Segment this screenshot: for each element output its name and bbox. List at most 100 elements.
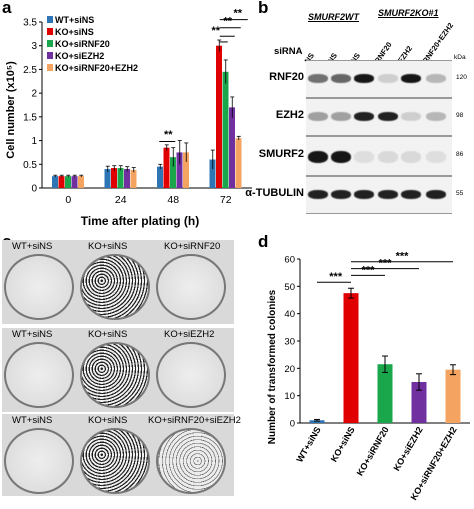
chart-a-bar	[222, 71, 229, 188]
wb-band	[308, 151, 328, 163]
culture-dish	[80, 342, 150, 408]
chart-a-ytick-label: 0.5	[23, 160, 37, 171]
dish-label: KO+siEZH2	[164, 329, 215, 340]
chart-a-bar	[229, 107, 235, 188]
chart-d-ytick-label: 0	[290, 419, 295, 430]
chart-d-xtick-label: KO+siEZH2	[391, 425, 424, 473]
chart-d-bar	[343, 293, 359, 423]
chart-d-ylabel: Number of transformed colonies	[267, 289, 278, 444]
chart-a-legend-label: KO+siRNF20+EZH2	[55, 63, 138, 73]
wb-row	[306, 176, 452, 214]
chart-a-ytick-label: 1.5	[23, 112, 37, 123]
wb-band	[401, 151, 421, 163]
chart-a-legend-label: KO+siNS	[55, 27, 94, 37]
wb-mw-label: 55	[456, 190, 464, 197]
chart-a-legend-swatch	[47, 64, 53, 71]
wb-band	[401, 74, 421, 83]
chart-a-xlabel: Time after plating (h)	[81, 214, 199, 228]
panel-label-b: b	[258, 0, 269, 17]
chart-a-bar	[65, 176, 71, 188]
western-blot-panel: SMURF2WT SMURF2KO#1 siRNA NS NS NS RNF20 EZH…	[245, 0, 474, 232]
chart-a-legend-swatch	[47, 52, 53, 59]
wb-mw-label: 120	[456, 74, 467, 81]
culture-dish	[80, 254, 150, 320]
wb-band	[308, 74, 328, 83]
chart-a-xtick-label: 48	[167, 194, 179, 206]
wb-band	[354, 74, 374, 83]
chart-d-sig: ***	[362, 264, 376, 276]
wb-band	[426, 151, 446, 163]
dish-label: KO+siNS	[88, 241, 128, 252]
chart-a-bar	[104, 169, 111, 188]
chart-a-bar	[71, 176, 78, 188]
chart-a-bar	[157, 166, 163, 188]
wb-band	[401, 112, 421, 121]
chart-d-ytick-label: 50	[284, 282, 295, 293]
chart-a-bar	[111, 168, 117, 188]
wb-row	[306, 60, 452, 98]
wb-row	[306, 98, 452, 136]
chart-d-xtick-label: WT+siNS	[294, 425, 322, 464]
chart-a-ytick-label: 2.5	[23, 65, 37, 76]
culture-dish	[156, 254, 226, 320]
chart-a-legend-swatch	[47, 28, 53, 35]
chart-a-bar	[117, 168, 124, 188]
chart-d-xtick-label: KO+siNS	[329, 425, 357, 464]
wb-band	[308, 112, 328, 121]
chart-a-sig: **	[233, 7, 242, 19]
wb-band	[378, 112, 398, 121]
culture-dish	[4, 254, 74, 320]
chart-a-bar	[235, 138, 242, 188]
chart-a-bar	[124, 169, 130, 188]
chart-a-ytick-label: 0	[31, 184, 37, 195]
wb-band	[331, 112, 351, 121]
dish-label: KO+siRNF20	[164, 241, 221, 252]
wb-band	[354, 151, 374, 163]
chart-a-xtick-label: 24	[115, 194, 127, 206]
chart-a-bar	[176, 152, 183, 188]
chart-d-bar	[377, 364, 393, 423]
chart-a-xtick-label: 72	[220, 194, 232, 206]
wb-row-label: RNF20	[269, 71, 304, 83]
wb-band	[354, 190, 374, 199]
chart-d-sig: ***	[379, 258, 393, 270]
wb-row	[306, 136, 452, 176]
chart-a-sig: **	[223, 15, 232, 27]
chart-a-xtick-label: 0	[65, 194, 71, 206]
chart-d-ytick-label: 10	[284, 391, 295, 402]
chart-a-bar	[78, 176, 84, 188]
chart-a-sig: **	[211, 25, 220, 37]
chart-a-bar	[209, 159, 216, 188]
culture-dish	[4, 342, 74, 408]
chart-d-bar	[309, 420, 325, 423]
wb-band	[378, 190, 398, 199]
wb-band	[426, 190, 446, 199]
chart-a-bar	[52, 176, 58, 188]
chart-a-bar	[58, 176, 65, 188]
chart-a-bar	[130, 169, 137, 188]
header-wt: SMURF2WT	[308, 12, 359, 22]
chart-a-ytick-label: 1	[31, 136, 37, 147]
chart-d-sig: ***	[329, 271, 343, 283]
dish-label: WT+siNS	[12, 329, 53, 340]
lane-label: RNF20+EZH2	[420, 21, 456, 65]
wb-band	[331, 74, 351, 83]
chart-d-bar	[411, 382, 427, 423]
chart-a-ytick-label: 2	[31, 89, 37, 100]
culture-dish	[80, 428, 150, 494]
wb-band	[331, 151, 351, 163]
wb-band	[354, 112, 374, 121]
wb-row-label: α-TUBULIN	[245, 187, 304, 199]
culture-dish	[156, 342, 226, 408]
chart-a-sig: **	[164, 129, 173, 141]
transformed-colonies-chart: Number of transformed colonies 0 10 20 30 40…	[267, 251, 470, 502]
panel-label-a: a	[2, 0, 12, 17]
panel-label-d: d	[258, 232, 269, 251]
chart-d-ytick-label: 20	[284, 364, 295, 375]
chart-d-ytick-label: 60	[284, 255, 295, 266]
chart-d-bar	[445, 369, 461, 423]
wb-row-label: SMURF2	[258, 148, 304, 160]
chart-a-legend-label: KO+siRNF20	[55, 39, 110, 49]
wb-band	[426, 74, 446, 83]
chart-a-bar	[216, 45, 222, 188]
